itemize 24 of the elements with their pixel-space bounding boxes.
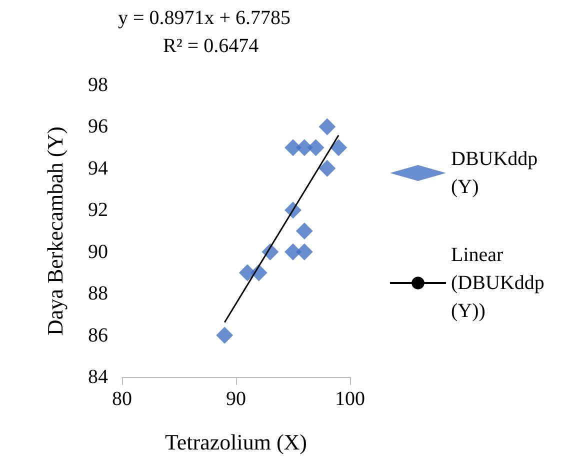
point	[296, 222, 313, 240]
text: y = 0.8971x + 6.7785	[118, 7, 291, 29]
point	[216, 326, 234, 344]
point	[296, 243, 313, 260]
legend-label: Linear (DBUKddp (Y))	[451, 244, 550, 322]
y-tick-label: 88	[88, 282, 108, 305]
y-tick-label: 94	[88, 157, 108, 180]
legend-label: DBUKddp (Y)	[451, 148, 543, 198]
text: R² = 0.6474	[163, 35, 259, 57]
x-tick-label: 80	[112, 388, 132, 410]
point	[307, 139, 324, 156]
y-tick-label: 92	[88, 199, 108, 222]
y-tick-label: 98	[88, 74, 108, 96]
x-tick-label: 90	[226, 388, 246, 410]
x-tick-label: 100	[335, 388, 365, 410]
y-tick-label: 96	[88, 116, 108, 138]
point	[318, 118, 336, 136]
x-axis-title: Tetrazolium (X)	[164, 430, 308, 454]
y-tick-label: 84	[88, 366, 108, 388]
y-tick-label: 86	[88, 324, 108, 346]
point	[330, 139, 348, 156]
y-axis-title: Daya Berkecambah (Y)	[42, 126, 68, 336]
y-tick-label: 90	[88, 240, 108, 263]
point	[318, 160, 336, 177]
